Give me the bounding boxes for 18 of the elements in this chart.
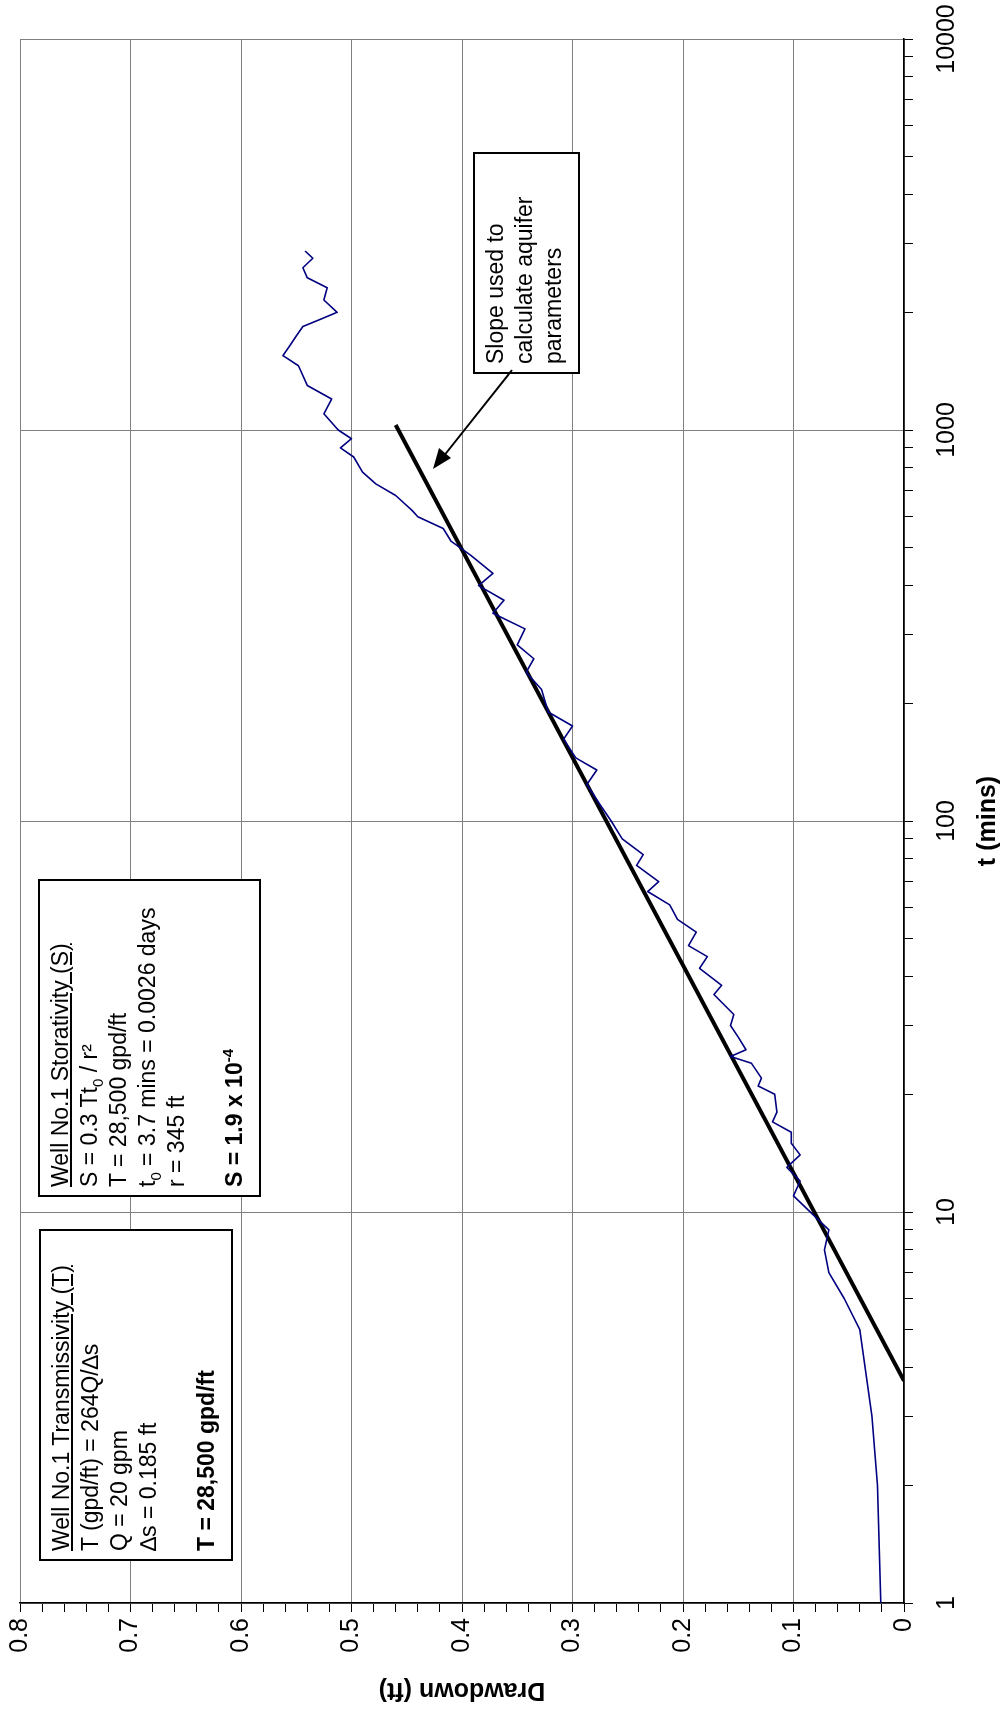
x-tick-label: 0.2 bbox=[666, 1618, 695, 1653]
y-axis-title: t (mins) bbox=[971, 775, 1000, 867]
y-tick-label: 1000 bbox=[930, 402, 959, 458]
x-tick-label: 0.1 bbox=[777, 1618, 806, 1653]
y-tick-label: 1 bbox=[930, 1596, 959, 1610]
y-tick-label: 10 bbox=[930, 1198, 959, 1226]
x-tick-label: 0.8 bbox=[3, 1618, 32, 1653]
x-tick-label: 0.6 bbox=[224, 1618, 253, 1653]
text: Well No.1 Transmissivity (T) T (gpd/ft) = 264Q/∆s Q = 20 gpm ∆s = 0.185 ft T = 28,500 gpd/ft bbox=[48, 1265, 219, 1551]
x-tick-label: 0.7 bbox=[114, 1618, 143, 1653]
x-tick-label: 0.5 bbox=[335, 1618, 364, 1653]
x-tick-label: 0 bbox=[887, 1618, 916, 1632]
x-tick-label: 0.3 bbox=[556, 1618, 585, 1653]
x-tick-label: 0.4 bbox=[445, 1617, 474, 1653]
y-tick-label: 10000 bbox=[930, 4, 959, 74]
annotation: Slope used to calculate aquifer parameters bbox=[481, 195, 567, 364]
y-tick-label: 100 bbox=[930, 800, 959, 842]
x-axis-title: Drawdown (ft) bbox=[378, 1678, 546, 1707]
